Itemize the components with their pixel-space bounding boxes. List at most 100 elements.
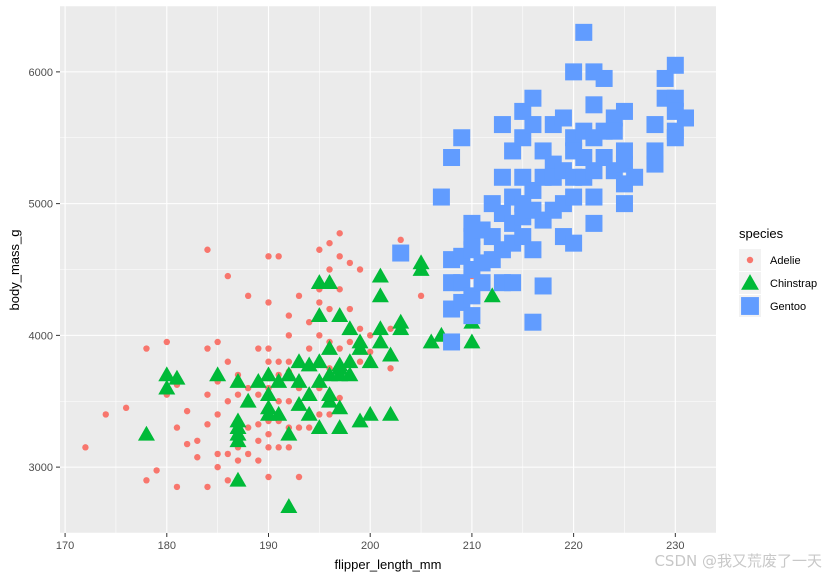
gentoo-point bbox=[514, 129, 532, 147]
gentoo-point bbox=[534, 142, 552, 160]
adelie-point bbox=[275, 358, 282, 365]
adelie-point bbox=[316, 299, 323, 306]
adelie-point bbox=[326, 266, 333, 273]
adelie-point bbox=[224, 450, 232, 458]
adelie-point bbox=[275, 253, 282, 260]
gentoo-point bbox=[504, 142, 522, 160]
legend-label-chinstrap: Chinstrap bbox=[770, 278, 817, 290]
chinstrap-point bbox=[351, 412, 369, 428]
chinstrap-point bbox=[310, 419, 328, 434]
adelie-point bbox=[214, 338, 221, 346]
adelie-point bbox=[295, 424, 303, 431]
gentoo-point bbox=[463, 307, 481, 325]
adelie-point bbox=[204, 246, 211, 253]
chinstrap-point bbox=[229, 432, 247, 448]
x-tick-label: 230 bbox=[666, 540, 684, 552]
chinstrap-point bbox=[483, 287, 501, 303]
adelie-point bbox=[102, 411, 109, 418]
adelie-point bbox=[204, 421, 211, 428]
adelie-point bbox=[367, 348, 374, 356]
gentoo-point bbox=[463, 241, 481, 259]
adelie-point bbox=[326, 239, 333, 247]
chinstrap-point bbox=[422, 333, 440, 349]
gentoo-point bbox=[463, 287, 481, 305]
chinstrap-point bbox=[331, 419, 349, 434]
adelie-point bbox=[305, 424, 313, 431]
adelie-point bbox=[336, 230, 343, 237]
adelie-point bbox=[275, 398, 282, 405]
chinstrap-point bbox=[341, 366, 359, 382]
chinstrap-point bbox=[310, 353, 328, 369]
chinstrap-point bbox=[270, 372, 288, 388]
adelie-point bbox=[255, 437, 262, 444]
adelie-point bbox=[305, 345, 313, 352]
gentoo-point bbox=[524, 89, 542, 107]
gentoo-point bbox=[504, 274, 522, 292]
gentoo-point bbox=[646, 155, 664, 173]
chinstrap-point bbox=[321, 274, 339, 290]
adelie-point bbox=[255, 421, 262, 428]
gentoo-point bbox=[585, 96, 603, 114]
gentoo-point bbox=[666, 129, 684, 147]
adelie-point bbox=[255, 391, 262, 398]
chinstrap-point bbox=[168, 369, 186, 385]
gentoo-point bbox=[524, 241, 542, 259]
chinstrap-point bbox=[229, 471, 247, 487]
chinstrap-point bbox=[371, 333, 389, 349]
gentoo-point bbox=[493, 116, 511, 134]
adelie-point bbox=[244, 292, 252, 300]
y-tick-label: 3000 bbox=[29, 462, 53, 474]
adelie-point bbox=[275, 444, 282, 451]
adelie-point bbox=[234, 391, 242, 398]
legend-title: species bbox=[739, 226, 784, 241]
adelie-point bbox=[265, 358, 272, 365]
chinstrap-point bbox=[463, 333, 481, 349]
adelie-point bbox=[163, 338, 170, 346]
adelie-point bbox=[295, 473, 303, 481]
adelie-point bbox=[336, 286, 343, 293]
chinstrap-point bbox=[321, 392, 339, 408]
adelie-point bbox=[173, 424, 181, 431]
chinstrap-point bbox=[331, 399, 349, 415]
chinstrap-point bbox=[280, 498, 298, 514]
chinstrap-point bbox=[270, 405, 288, 421]
chinstrap-point bbox=[280, 425, 298, 441]
x-tick-label: 200 bbox=[361, 540, 379, 552]
y-axis-ticks: 3000 4000 5000 6000 bbox=[29, 67, 60, 474]
legend-key-adelie bbox=[746, 256, 754, 264]
chinstrap-point bbox=[371, 320, 389, 336]
adelie-point bbox=[356, 325, 364, 332]
adelie-point bbox=[316, 411, 323, 418]
chinstrap-point bbox=[209, 366, 227, 382]
chinstrap-point bbox=[382, 405, 400, 421]
y-tick-label: 4000 bbox=[29, 330, 53, 342]
adelie-point bbox=[82, 444, 89, 451]
gentoo-point bbox=[432, 188, 450, 206]
adelie-point bbox=[387, 325, 394, 332]
adelie-point bbox=[285, 358, 293, 365]
x-tick-label: 210 bbox=[463, 540, 481, 552]
gentoo-point bbox=[524, 313, 542, 331]
adelie-point bbox=[224, 398, 232, 405]
adelie-point bbox=[153, 467, 160, 474]
gentoo-point bbox=[443, 149, 461, 167]
gentoo-point bbox=[676, 109, 694, 127]
adelie-point bbox=[265, 444, 272, 451]
gentoo-point bbox=[554, 109, 572, 127]
adelie-point bbox=[265, 345, 272, 352]
adelie-point bbox=[224, 272, 232, 280]
adelie-point bbox=[285, 444, 293, 451]
chinstrap-point bbox=[382, 346, 400, 362]
adelie-point bbox=[244, 450, 252, 458]
adelie-point bbox=[255, 457, 262, 464]
chinstrap-point bbox=[412, 254, 430, 270]
adelie-point bbox=[397, 236, 404, 244]
chinstrap-point bbox=[259, 386, 277, 402]
adelie-point bbox=[285, 398, 293, 405]
watermark: CSDN @我又荒废了一天 bbox=[654, 552, 822, 570]
chinstrap-point bbox=[371, 267, 389, 283]
chinstrap-point bbox=[310, 307, 328, 322]
gentoo-point bbox=[626, 168, 644, 186]
chinstrap-point bbox=[392, 313, 410, 329]
gentoo-point bbox=[605, 122, 623, 140]
